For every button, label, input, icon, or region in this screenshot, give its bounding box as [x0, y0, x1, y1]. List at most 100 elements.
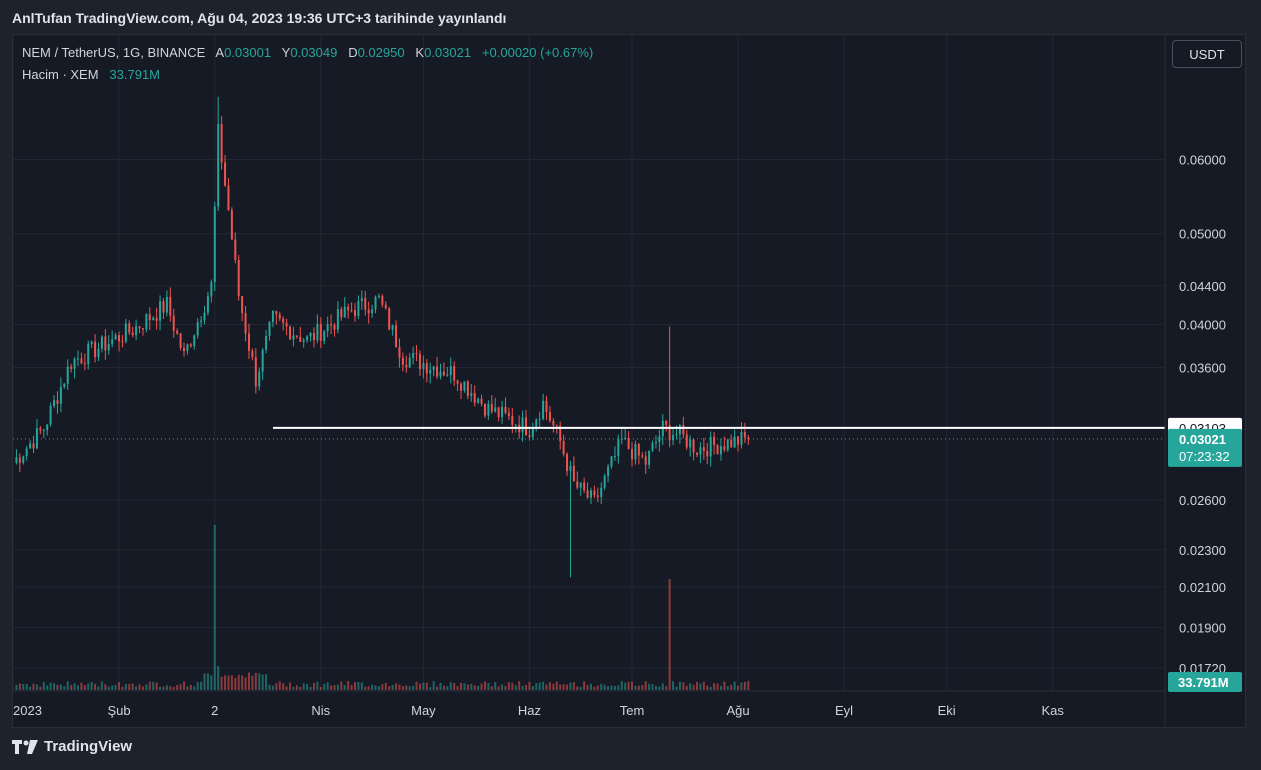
candle-body [675, 434, 678, 436]
y-tick-label: 0.01900 [1179, 621, 1226, 636]
volume-bar [59, 684, 62, 690]
volume-bar [371, 684, 374, 690]
candle-body [702, 447, 705, 451]
candle-body [336, 309, 339, 330]
volume-bar [217, 666, 220, 690]
volume-bar [53, 683, 56, 690]
candle-body [439, 371, 442, 377]
volume-bar [713, 683, 716, 690]
volume-bar [672, 681, 675, 690]
volume-bar [350, 684, 353, 690]
volume-bar [569, 682, 572, 690]
candle-body [347, 306, 350, 311]
volume-bar [747, 681, 750, 690]
volume-bar [336, 684, 339, 690]
volume-bar [135, 686, 138, 690]
volume-bar [141, 686, 144, 690]
candle-body [631, 448, 634, 460]
candle-body [737, 436, 740, 445]
candle-body [299, 336, 302, 342]
candle-body [405, 364, 408, 368]
volume-bar [265, 674, 268, 690]
candle-body [696, 452, 698, 455]
candle-body [343, 306, 346, 318]
volume-bar [87, 683, 90, 690]
volume-bar [186, 686, 189, 690]
x-tick-label: 2 [211, 703, 218, 718]
candle-body [713, 436, 716, 445]
volume-bar [395, 683, 398, 690]
candle-body [333, 324, 336, 330]
volume-bar [285, 686, 288, 690]
brand-name: TradingView [44, 738, 133, 755]
candle-body [644, 456, 647, 465]
volume-bar [422, 682, 425, 690]
candle-body [70, 366, 73, 369]
legend-ohlc: NEM / TetherUS, 1G, BINANCE A0.03001 Y0.… [22, 45, 593, 60]
volume-bar [80, 682, 83, 690]
volume-bar [104, 684, 107, 690]
candle-body [203, 312, 206, 321]
candle-body [442, 371, 445, 376]
volume-bar [196, 682, 199, 690]
chart-area[interactable]: 0.06000 0.05000 0.04400 0.04000 0.03600 0.026… [12, 34, 1246, 728]
tradingview-logo[interactable]: TradingView [12, 738, 132, 755]
candle-body [576, 481, 579, 488]
volume-bar [237, 674, 240, 690]
volume-bar [456, 686, 459, 690]
volume-bar [49, 682, 52, 690]
volume-bar [278, 681, 281, 690]
volume-bar [46, 685, 49, 690]
volume-bar [603, 684, 606, 690]
volume-bar [661, 683, 664, 690]
candle-body [124, 323, 127, 342]
volume-bar [29, 686, 32, 690]
candle-body [456, 380, 459, 384]
candle-body [641, 455, 644, 457]
candle-body [436, 366, 439, 377]
candle-body [685, 434, 688, 448]
volume-bar [641, 685, 644, 690]
x-tick-label: Haz [518, 703, 541, 718]
volume-bar [347, 681, 350, 690]
volume-bar [384, 682, 387, 690]
volume-bar [292, 686, 295, 690]
candle-body [672, 434, 675, 441]
candle-body [548, 411, 551, 421]
candle-body [733, 436, 736, 448]
y-tick-label: 0.02100 [1179, 580, 1226, 595]
candle-body [316, 323, 319, 341]
candle-body [152, 317, 155, 321]
volume-bar [200, 681, 203, 690]
candlestick-chart[interactable]: 0.06000 0.05000 0.04400 0.04000 0.03600 0.026… [13, 35, 1246, 728]
volume-bar [507, 682, 510, 690]
candle-body [603, 475, 606, 488]
candle-body [466, 381, 469, 397]
currency-button[interactable]: USDT [1172, 40, 1242, 68]
legend-close-value: 0.03021 [424, 45, 472, 60]
candle-body [542, 400, 545, 419]
volume-bar [83, 684, 86, 690]
candle-body [610, 456, 613, 467]
volume-bar [15, 684, 18, 690]
candle-body [648, 450, 651, 465]
volume-bar [545, 684, 548, 690]
candle-body [319, 323, 322, 341]
volume-bar [114, 684, 117, 690]
candle-body [261, 349, 264, 372]
volume-bar [408, 686, 411, 690]
volume-bar [118, 682, 121, 690]
volume-bar [148, 681, 151, 690]
volume-bar [63, 686, 66, 690]
volume-bar [172, 686, 175, 690]
volume-bar [579, 686, 582, 690]
candle-body [490, 403, 493, 412]
volume-bar [716, 683, 719, 690]
legend-low-value: 0.02950 [357, 45, 405, 60]
last-price-tag [1168, 428, 1242, 467]
candle-body [206, 296, 209, 313]
candle-body [183, 347, 185, 352]
candle-body [193, 335, 196, 347]
volume-bar [210, 675, 213, 690]
candle-body [210, 282, 213, 297]
